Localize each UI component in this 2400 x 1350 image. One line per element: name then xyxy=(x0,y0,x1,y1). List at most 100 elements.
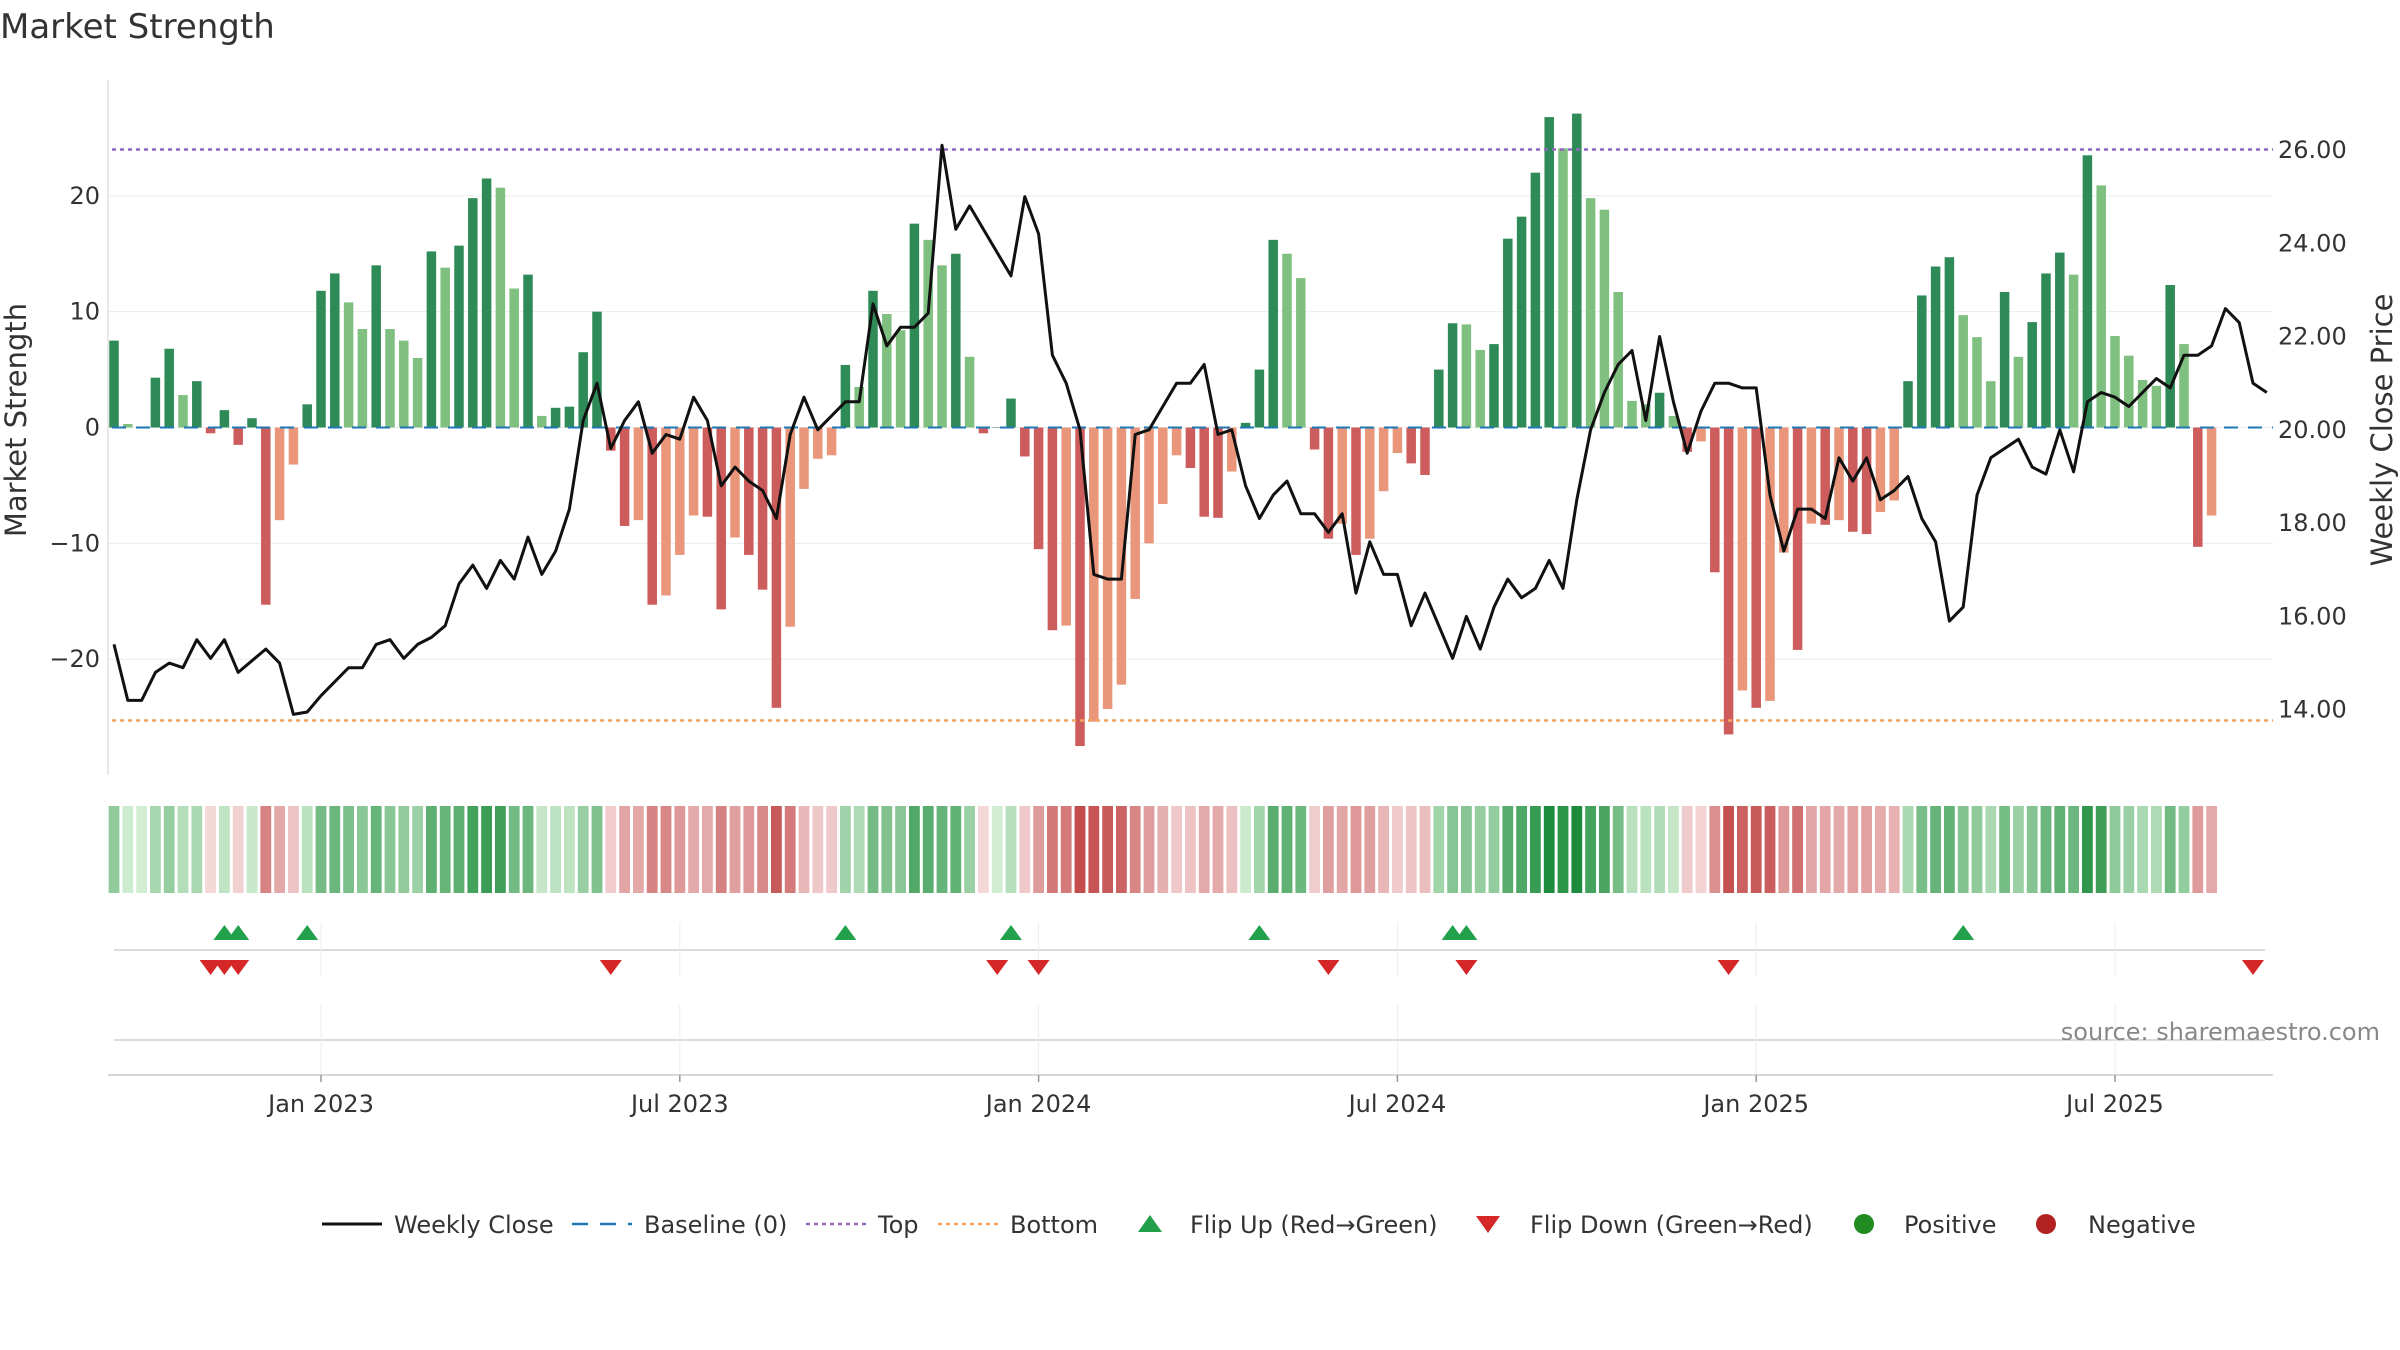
heat-cell xyxy=(453,806,465,893)
strength-bar xyxy=(1710,427,1720,573)
strength-bar xyxy=(661,427,671,596)
strength-bar xyxy=(537,415,547,428)
strength-bar xyxy=(675,427,685,555)
strength-bar xyxy=(1337,427,1347,524)
heat-cell xyxy=(1764,806,1776,893)
flip-down-marker xyxy=(1717,960,1740,975)
flip-markers-panel xyxy=(114,922,2265,1075)
heat-cell xyxy=(136,806,147,893)
strength-bar xyxy=(247,418,257,428)
heat-cell xyxy=(495,806,506,893)
y2-tick-label: 26.00 xyxy=(2278,136,2347,164)
strength-bar xyxy=(1158,427,1168,504)
legend-label: Baseline (0) xyxy=(644,1211,787,1239)
heat-cell xyxy=(522,806,534,893)
flip-down-marker xyxy=(199,960,222,975)
strength-bar xyxy=(619,427,630,526)
strength-bar xyxy=(564,406,575,428)
heat-cell xyxy=(1930,806,1941,893)
strength-bar xyxy=(1489,344,1499,428)
heat-cell xyxy=(1226,806,1238,893)
strength-bar xyxy=(923,239,933,428)
y-tick-label: 0 xyxy=(85,414,100,442)
heat-cell xyxy=(1819,806,1831,893)
legend-label: Weekly Close xyxy=(394,1211,554,1239)
heat-cell xyxy=(1847,806,1859,893)
strength-bar xyxy=(1351,427,1361,555)
legend-label: Bottom xyxy=(1010,1211,1098,1239)
strength-bar xyxy=(1696,427,1706,442)
y-tick-label: 10 xyxy=(69,298,100,326)
strength-bar xyxy=(371,265,381,428)
heat-cell xyxy=(1861,806,1872,893)
heat-cell xyxy=(1944,806,1955,893)
legend-swatch xyxy=(1854,1214,1874,1234)
heat-cell xyxy=(550,806,561,893)
strength-bar xyxy=(1323,427,1334,539)
weekly-close-line xyxy=(112,143,2268,716)
strength-bar xyxy=(978,427,989,434)
heat-cell xyxy=(2082,806,2093,893)
heat-cell xyxy=(1971,806,1983,893)
heat-cell xyxy=(895,806,906,893)
heat-cell xyxy=(564,806,575,893)
heat-cell xyxy=(2137,806,2148,893)
heat-cell xyxy=(2054,806,2066,893)
heat-cell xyxy=(1102,806,1113,893)
strength-bar xyxy=(702,427,713,517)
heat-cell xyxy=(1212,806,1224,893)
strength-bar xyxy=(1365,427,1375,539)
strength-bar xyxy=(1889,427,1899,501)
strength-bar xyxy=(1378,427,1389,492)
strength-bar xyxy=(1020,427,1030,457)
legend: Weekly Close Baseline (0) Top Bottom Flip Up… xyxy=(322,1211,2196,1239)
strength-bar xyxy=(288,427,299,465)
strength-bar xyxy=(316,290,326,428)
strength-bar xyxy=(1434,369,1444,428)
heat-cell xyxy=(1281,806,1293,893)
heat-cell xyxy=(1447,806,1458,893)
strength-bar xyxy=(1406,427,1416,464)
strength-bar xyxy=(205,427,216,434)
heat-cell xyxy=(1474,806,1486,893)
heat-cell xyxy=(2040,806,2052,893)
heat-cell xyxy=(1571,806,1583,893)
heat-cell xyxy=(163,806,175,893)
heat-cell xyxy=(1060,806,1072,893)
strength-bar xyxy=(2137,380,2148,428)
heat-cell xyxy=(1668,806,1679,893)
strength-bar xyxy=(951,253,961,428)
y-tick-label: 20 xyxy=(69,182,100,210)
heat-cell xyxy=(2164,806,2176,893)
strength-bar xyxy=(1516,216,1527,428)
heat-cell xyxy=(1392,806,1403,893)
strength-bar xyxy=(1958,315,1968,428)
heat-cell xyxy=(1336,806,1348,893)
heat-cell xyxy=(1295,806,1307,893)
heat-cell xyxy=(1088,806,1100,893)
heat-cell xyxy=(1198,806,1210,893)
strength-bar xyxy=(854,386,864,428)
heat-cell xyxy=(812,806,824,893)
heat-cell xyxy=(577,806,589,893)
strength-bar xyxy=(1075,427,1085,747)
strength-bar xyxy=(1903,381,1913,428)
strength-bar xyxy=(757,427,768,590)
heat-cell xyxy=(1364,806,1376,893)
heat-cell xyxy=(660,806,672,893)
flip-down-marker xyxy=(227,960,250,975)
heat-cell xyxy=(1116,806,1127,893)
flip-up-marker xyxy=(1000,925,1022,940)
heat-cell xyxy=(1378,806,1389,893)
date-axis: Jan 2023 Jul 2023 Jan 2024 Jul 2024 Jan 2025… xyxy=(108,1074,2273,1118)
heat-cell xyxy=(978,806,989,893)
heat-cell xyxy=(771,806,782,893)
y2-tick-label: 14.00 xyxy=(2278,696,2347,724)
legend-item: Flip Up (Red→Green) xyxy=(1138,1211,1438,1239)
legend-swatch xyxy=(1476,1216,1500,1233)
strength-bar xyxy=(799,427,809,489)
strength-bar xyxy=(357,329,368,428)
heat-cell xyxy=(1502,806,1514,893)
strength-bar xyxy=(150,377,161,428)
